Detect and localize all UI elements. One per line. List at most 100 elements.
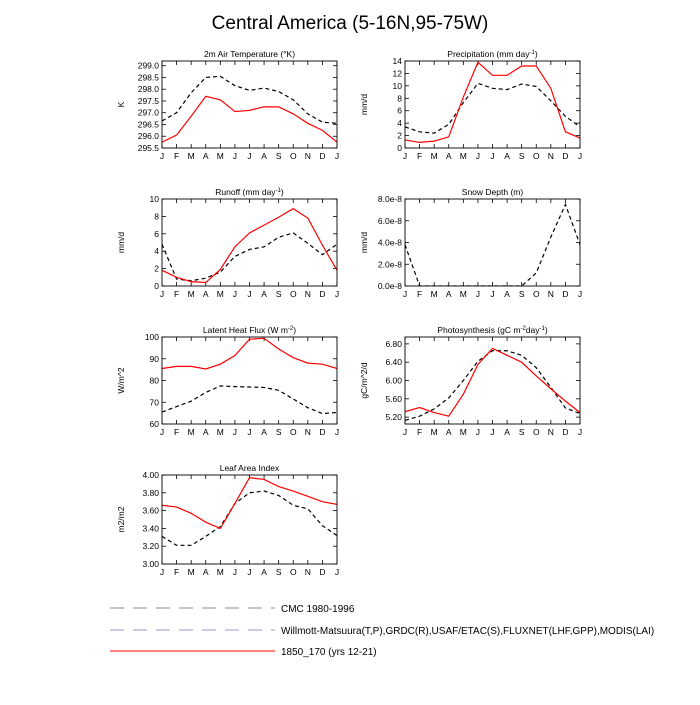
plot-frame [161,198,338,287]
x-tick-label: J [335,427,339,437]
x-tick-label: M [460,427,467,437]
panel-2: Precipitation (mm day-1) mm/d 0 2 4 6 8 10 12 14 J… [359,49,582,161]
y-tick-label: 4.0e-8 [378,238,402,248]
x-tick-label: F [174,427,179,437]
y-tick-label: 10 [393,81,403,91]
y-tick-label: 3.80 [142,488,159,498]
y-tick-label: 4.00 [142,470,159,480]
y-tick-label: 6.80 [385,339,402,349]
x-tick-label: S [276,151,282,161]
x-tick-label: J [233,151,237,161]
legend-label-3: 1850_170 (yrs 12-21) [281,647,377,658]
x-tick-label: J [233,567,237,577]
x-tick-label: S [276,427,282,437]
x-tick-label: S [519,151,525,161]
plot-frame [404,60,581,149]
x-tick-label: F [417,151,422,161]
x-tick-label: J [160,289,164,299]
series-line-model [162,207,337,284]
x-tick-label: M [431,427,438,437]
x-tick-label: N [548,427,554,437]
series-line-observations [405,82,580,134]
y-axis-label: mm/d [359,94,369,116]
x-tick-label: J [578,151,582,161]
x-tick-label: F [174,567,179,577]
y-tick-label: 296.5 [138,119,160,129]
y-tick-label: 2 [397,131,402,141]
x-tick-label: D [319,151,325,161]
y-tick-label: 5.20 [385,412,402,422]
x-tick-label: D [562,427,568,437]
series-line-observations [405,202,580,286]
x-tick-label: O [290,289,297,299]
x-tick-label: N [548,289,554,299]
x-tick-label: M [217,567,224,577]
x-tick-label: A [203,427,209,437]
x-tick-label: N [305,151,311,161]
plot-frame [161,474,338,565]
x-tick-label: J [247,151,251,161]
x-tick-label: M [431,151,438,161]
y-tick-label: 6.00 [385,376,402,386]
x-tick-label: J [490,427,494,437]
series-line-model [405,347,580,417]
y-tick-label: 60 [150,419,160,429]
y-tick-label: 6 [154,229,159,239]
x-tick-label: J [403,289,407,299]
y-tick-label: 3.00 [142,559,159,569]
x-tick-label: O [290,151,297,161]
x-tick-label: M [188,289,195,299]
x-tick-label: D [562,289,568,299]
x-tick-label: F [174,289,179,299]
x-tick-label: S [519,289,525,299]
x-tick-label: J [233,427,237,437]
y-tick-label: 10 [150,194,160,204]
x-tick-label: A [261,289,267,299]
legend: CMC 1980-1996 Willmott-Matsuura(T,P),GRDC… [110,604,654,658]
x-tick-label: J [247,567,251,577]
x-tick-label: A [261,427,267,437]
x-tick-label: F [417,427,422,437]
x-tick-label: M [188,151,195,161]
x-tick-label: D [319,289,325,299]
x-tick-label: A [504,289,510,299]
y-tick-label: 296.0 [138,131,160,141]
series-line-model [162,95,337,143]
figure-title: Central America (5-16N,95-75W) [212,13,489,34]
x-tick-label: S [276,289,282,299]
x-tick-label: J [247,427,251,437]
x-tick-label: J [476,289,480,299]
x-tick-label: A [203,289,209,299]
y-tick-label: 8 [397,93,402,103]
x-tick-label: A [446,289,452,299]
x-tick-label: J [160,151,164,161]
x-tick-label: F [174,151,179,161]
y-axis-label: gC/m^2/d [359,362,369,398]
x-tick-label: D [319,427,325,437]
x-tick-label: M [217,289,224,299]
x-tick-label: S [519,427,525,437]
y-tick-label: 298.5 [138,72,160,82]
series-line-model [405,61,580,144]
y-tick-label: 2.0e-8 [378,259,402,269]
y-tick-label: 3.40 [142,523,159,533]
x-tick-label: A [504,151,510,161]
plot-frame [404,336,581,425]
panel-title: Photosynthesis (gC m-2day-1) [437,325,548,335]
y-tick-label: 299.0 [138,61,160,71]
panel-6: Photosynthesis (gC m-2day-1) gC/m^2/d 5.20… [359,325,582,437]
y-tick-label: 90 [150,354,160,364]
x-tick-label: J [247,289,251,299]
panel-title: Runoff (mm day-1) [215,187,284,197]
x-tick-label: A [446,151,452,161]
y-tick-label: 2 [154,264,159,274]
x-tick-label: M [431,289,438,299]
y-tick-label: 4 [397,118,402,128]
y-tick-label: 80 [150,376,160,386]
x-tick-label: M [188,427,195,437]
panel-title: Snow Depth (m) [462,187,524,197]
series-line-model [162,477,337,530]
panel-1: 2m Air Temperature (°K)K295.5296.0296.52… [116,49,339,161]
x-tick-label: A [203,151,209,161]
x-tick-label: O [290,567,297,577]
